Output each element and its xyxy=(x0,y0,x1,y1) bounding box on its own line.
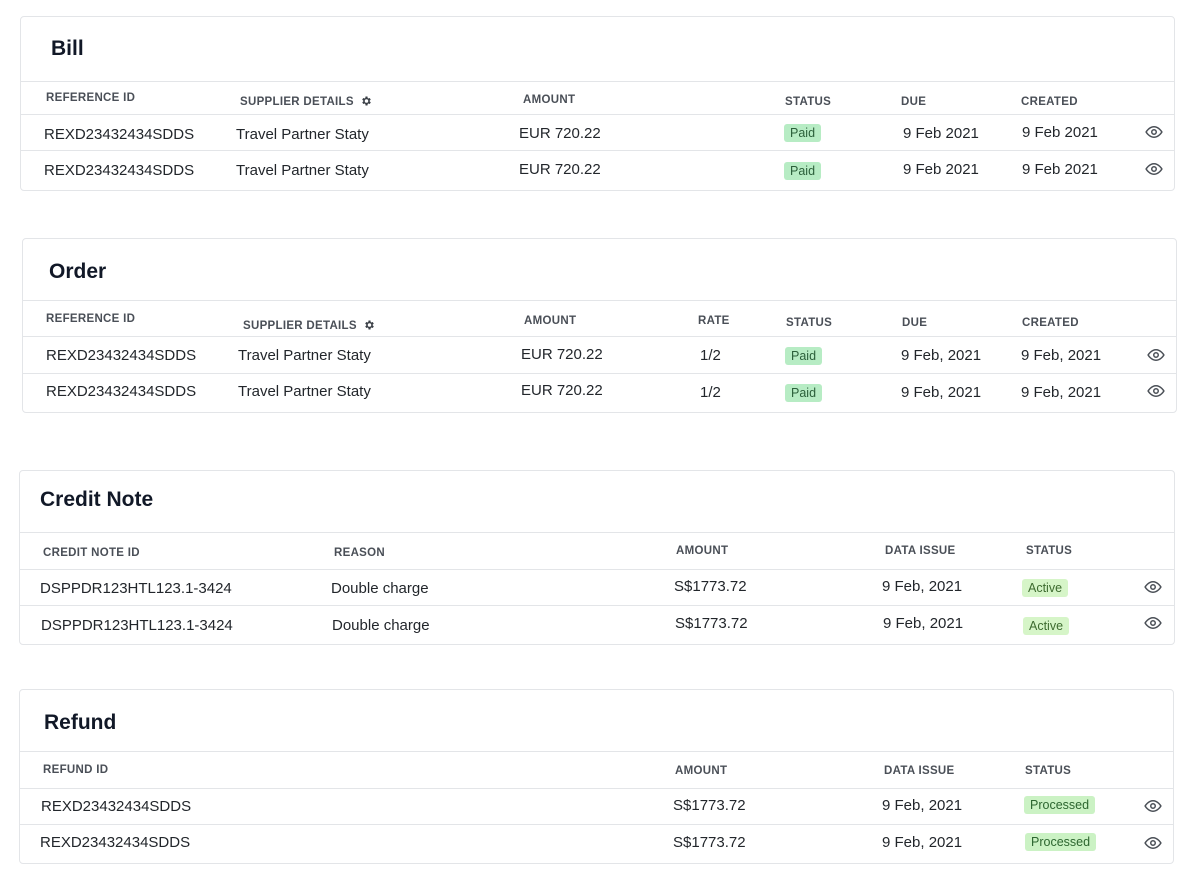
credit-note-row-1-id: DSPPDR123HTL123.1-3424 xyxy=(40,580,232,597)
bill-row-2-created: 9 Feb 2021 xyxy=(1022,161,1098,178)
order-row-1-reference-id: REXD23432434SDDS xyxy=(46,347,197,364)
order-header-supplier-label: SUPPLIER DETAILS xyxy=(243,320,357,332)
refund-row-2-id: REXD23432434SDDS xyxy=(40,834,191,851)
order-row-1-due: 9 Feb, 2021 xyxy=(901,347,982,364)
refund-header-id: REFUND ID xyxy=(43,764,109,776)
divider xyxy=(20,824,1173,825)
bill-header-supplier-label: SUPPLIER DETAILS xyxy=(240,96,354,108)
bill-header-status: STATUS xyxy=(785,96,832,108)
bill-row-1-due: 9 Feb 2021 xyxy=(903,125,979,142)
order-row-2-created: 9 Feb, 2021 xyxy=(1021,384,1102,401)
eye-icon[interactable] xyxy=(1144,799,1162,818)
order-title: Order xyxy=(49,260,107,283)
refund-header-amount: AMOUNT xyxy=(675,765,728,777)
refund-header-status: STATUS xyxy=(1025,765,1072,777)
order-row-1-amount: EUR 720.22 xyxy=(521,346,603,363)
credit-note-row-2-data-issue: 9 Feb, 2021 xyxy=(883,615,964,632)
eye-icon[interactable] xyxy=(1145,162,1163,181)
order-row-2-rate: 1/2 xyxy=(700,384,721,401)
credit-note-header-data-issue: DATA ISSUE xyxy=(885,545,956,557)
bill-row-2-due: 9 Feb 2021 xyxy=(903,161,979,178)
order-row-1-created: 9 Feb, 2021 xyxy=(1021,347,1102,364)
credit-note-row-2-id: DSPPDR123HTL123.1-3424 xyxy=(41,617,233,634)
bill-row-1-created: 9 Feb 2021 xyxy=(1022,124,1098,141)
bill-header-amount: AMOUNT xyxy=(523,94,576,106)
eye-icon[interactable] xyxy=(1144,580,1162,599)
bill-row-2-supplier: Travel Partner Staty xyxy=(236,162,369,179)
divider xyxy=(20,751,1173,752)
credit-note-header-status: STATUS xyxy=(1026,545,1073,557)
bill-row-1-supplier: Travel Partner Staty xyxy=(236,126,369,143)
order-row-1-supplier: Travel Partner Staty xyxy=(238,347,371,364)
refund-row-2-amount: S$1773.72 xyxy=(673,834,746,851)
order-header-amount: AMOUNT xyxy=(524,315,577,327)
refund-row-1-id: REXD23432434SDDS xyxy=(41,798,192,815)
bill-header-due: DUE xyxy=(901,96,927,108)
bill-row-1-reference-id: REXD23432434SDDS xyxy=(44,126,195,143)
divider xyxy=(20,605,1174,606)
order-row-2-supplier: Travel Partner Staty xyxy=(238,383,371,400)
order-header-reference-id: REFERENCE ID xyxy=(46,313,136,325)
order-header-due: DUE xyxy=(902,317,928,329)
credit-note-row-2-amount: S$1773.72 xyxy=(675,615,748,632)
divider xyxy=(21,150,1174,151)
bill-row-1-amount: EUR 720.22 xyxy=(519,125,601,142)
credit-note-header-amount: AMOUNT xyxy=(676,545,729,557)
order-row-1-rate: 1/2 xyxy=(700,347,721,364)
credit-note-card: Credit Note CREDIT NOTE ID REASON AMOUNT… xyxy=(19,470,1175,645)
eye-icon[interactable] xyxy=(1147,384,1165,403)
order-card: Order REFERENCE ID SUPPLIER DETAILS AMOU… xyxy=(22,238,1177,413)
bill-row-1-status-badge: Paid xyxy=(784,124,822,142)
credit-note-row-1-status-badge: Active xyxy=(1022,579,1069,597)
credit-note-row-1-data-issue: 9 Feb, 2021 xyxy=(882,578,963,595)
divider xyxy=(23,373,1176,374)
refund-card: Refund REFUND ID AMOUNT DATA ISSUE STATU… xyxy=(19,689,1174,864)
gear-icon[interactable] xyxy=(360,95,372,110)
refund-row-1-data-issue: 9 Feb, 2021 xyxy=(882,797,963,814)
credit-note-row-2-status-badge: Active xyxy=(1023,617,1070,635)
bill-header-created: CREATED xyxy=(1021,96,1078,108)
order-row-1-status-badge: Paid xyxy=(785,347,823,365)
bill-header-reference-id: REFERENCE ID xyxy=(46,92,136,104)
refund-row-2-data-issue: 9 Feb, 2021 xyxy=(882,834,963,851)
eye-icon[interactable] xyxy=(1144,836,1162,855)
divider xyxy=(20,532,1174,533)
refund-title: Refund xyxy=(44,711,117,734)
divider xyxy=(20,569,1174,570)
bill-header-supplier-details: SUPPLIER DETAILS xyxy=(240,95,372,110)
order-row-2-reference-id: REXD23432434SDDS xyxy=(46,383,197,400)
credit-note-row-1-reason: Double charge xyxy=(331,580,429,597)
order-header-created: CREATED xyxy=(1022,317,1079,329)
credit-note-header-reason: REASON xyxy=(334,547,386,559)
refund-header-data-issue: DATA ISSUE xyxy=(884,765,955,777)
eye-icon[interactable] xyxy=(1147,348,1165,367)
bill-title: Bill xyxy=(51,37,84,60)
divider xyxy=(21,81,1174,82)
order-row-2-status-badge: Paid xyxy=(785,384,823,402)
bill-row-2-amount: EUR 720.22 xyxy=(519,161,601,178)
order-header-supplier-details: SUPPLIER DETAILS xyxy=(243,319,375,334)
divider xyxy=(21,114,1174,115)
divider xyxy=(23,336,1176,337)
credit-note-row-1-amount: S$1773.72 xyxy=(674,578,747,595)
refund-row-1-status-badge: Processed xyxy=(1024,796,1096,814)
order-header-status: STATUS xyxy=(786,317,833,329)
eye-icon[interactable] xyxy=(1145,125,1163,144)
bill-row-2-status-badge: Paid xyxy=(784,162,822,180)
bill-row-2-reference-id: REXD23432434SDDS xyxy=(44,162,195,179)
credit-note-header-id: CREDIT NOTE ID xyxy=(43,547,140,559)
eye-icon[interactable] xyxy=(1144,616,1162,635)
refund-row-2-status-badge: Processed xyxy=(1025,833,1097,851)
gear-icon[interactable] xyxy=(363,319,375,334)
credit-note-row-2-reason: Double charge xyxy=(332,617,430,634)
order-row-2-amount: EUR 720.22 xyxy=(521,382,603,399)
order-row-2-due: 9 Feb, 2021 xyxy=(901,384,982,401)
credit-note-title: Credit Note xyxy=(40,488,154,511)
refund-row-1-amount: S$1773.72 xyxy=(673,797,746,814)
order-header-rate: RATE xyxy=(698,315,730,327)
divider xyxy=(20,788,1173,789)
bill-card: Bill REFERENCE ID SUPPLIER DETAILS AMOUN… xyxy=(20,16,1175,191)
divider xyxy=(23,300,1176,301)
